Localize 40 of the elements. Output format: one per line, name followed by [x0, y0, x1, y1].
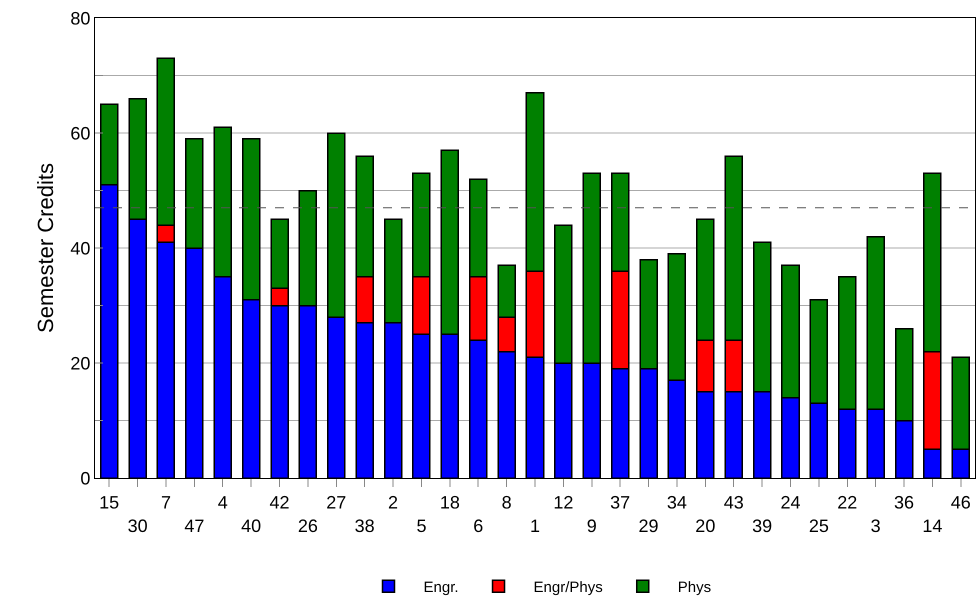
x-tick-label: 18 [440, 492, 460, 513]
x-tick-label: 27 [326, 492, 346, 513]
x-tick-label: 5 [416, 516, 426, 536]
x-tick-label: 36 [894, 492, 914, 513]
x-tick-label: 1 [530, 516, 540, 536]
y-tick-label: 20 [70, 353, 90, 374]
x-tick-label: 15 [99, 492, 120, 513]
y-tick-label: 0 [80, 468, 90, 488]
x-tick-label: 8 [502, 492, 512, 513]
x-tick-label: 40 [241, 516, 262, 536]
x-tick-label: 34 [666, 492, 687, 513]
x-tick-label: 4 [218, 492, 228, 513]
x-tick-label: 24 [780, 492, 800, 513]
x-tick-label: 22 [837, 492, 858, 513]
y-tick-label: 80 [70, 8, 90, 28]
legend-label: Phys [678, 579, 712, 596]
x-tick-label: 9 [586, 516, 597, 536]
legend-label: Engr. [424, 579, 459, 596]
x-tick-label: 39 [752, 516, 772, 536]
legend-label: Engr/Phys [534, 579, 603, 596]
x-tick-label: 2 [388, 492, 398, 513]
x-tick-label: 26 [298, 516, 318, 536]
x-tick-label: 12 [553, 492, 574, 513]
x-tick-label: 20 [695, 516, 716, 536]
x-tick-label: 38 [354, 516, 375, 536]
x-tick-label: 43 [724, 492, 744, 513]
x-tick-label: 46 [950, 492, 971, 513]
x-tick-label: 47 [184, 516, 204, 536]
x-tick-label: 14 [922, 516, 942, 536]
y-tick-label: 40 [70, 238, 90, 258]
y-axis-title: Semester Credits [33, 163, 58, 333]
x-tick-label: 42 [270, 492, 290, 513]
y-tick-label: 60 [70, 123, 90, 144]
x-tick-label: 29 [638, 516, 659, 536]
x-tick-label: 7 [160, 492, 171, 513]
x-tick-label: 6 [473, 516, 484, 536]
x-tick-label: 25 [808, 516, 829, 536]
x-tick-label: 30 [128, 516, 148, 536]
x-tick-label: 3 [870, 516, 881, 536]
x-tick-label: 37 [610, 492, 630, 513]
